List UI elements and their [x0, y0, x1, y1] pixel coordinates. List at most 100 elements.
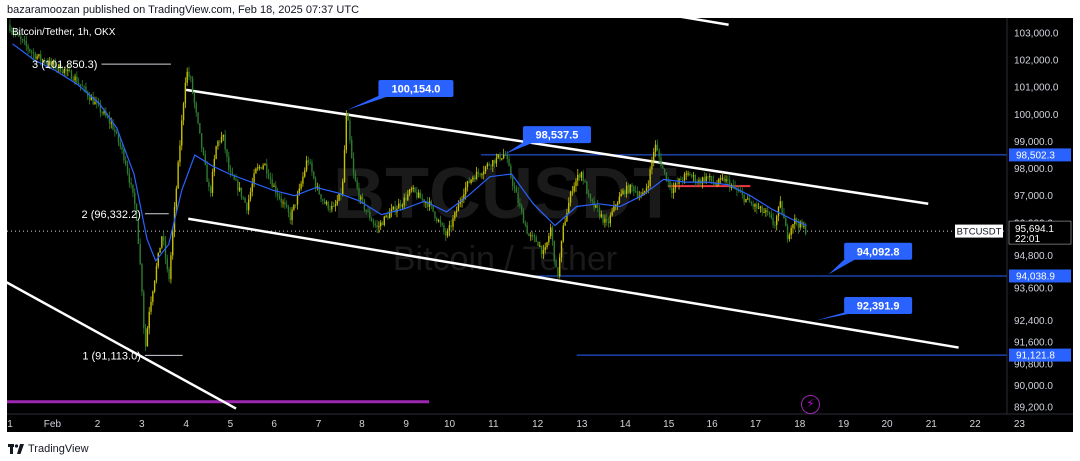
candle-body [361, 196, 364, 201]
candle-body [653, 151, 655, 161]
candle-body [405, 197, 407, 201]
candle-body [307, 160, 310, 163]
candle-body [87, 91, 89, 97]
y-tick-label: 90,800.0 [1014, 359, 1053, 370]
candle-body [497, 154, 499, 158]
candle-body [378, 226, 380, 228]
candle-body [557, 267, 559, 277]
x-tick-label: 16 [707, 419, 719, 430]
candle-body [459, 202, 461, 204]
candle-body [280, 198, 282, 203]
candle-body [705, 176, 707, 182]
x-tick-label: 19 [838, 419, 850, 430]
candle-body [568, 202, 570, 213]
candle-body [571, 191, 574, 193]
candle-body [517, 192, 519, 204]
candle-body [725, 179, 727, 182]
candle-body [490, 165, 492, 167]
y-tick-label: 93,600.0 [1014, 283, 1053, 294]
x-tick-label: 8 [359, 419, 365, 430]
candle-body [186, 71, 188, 83]
candle-body [94, 101, 96, 105]
candle-body [139, 244, 141, 265]
candle-body [804, 226, 807, 234]
y-tick-label: 92,400.0 [1014, 316, 1053, 327]
candle-body [651, 160, 653, 170]
candle-body [96, 101, 98, 103]
candle-body [188, 71, 190, 77]
channel-trendline [7, 281, 237, 410]
candle-body [220, 136, 223, 143]
candle-body [262, 165, 264, 169]
candle-body [613, 205, 615, 212]
x-tick-label: 13 [576, 419, 588, 430]
level-price-tag [1009, 269, 1071, 283]
candle-body [67, 69, 69, 72]
y-tick-label: 94,800.0 [1014, 251, 1053, 262]
level-price-tag-label: 91,121.8 [1016, 351, 1055, 362]
candle-body [772, 217, 774, 225]
candle-body [606, 218, 608, 222]
candle-body [521, 206, 523, 212]
candle-body [72, 79, 74, 81]
candle-body [159, 247, 161, 253]
candle-body [528, 233, 530, 237]
callout-pointer [815, 312, 859, 321]
x-tick-label: 21 [926, 419, 938, 430]
candle-body [114, 129, 116, 133]
x-tick-label: 5 [228, 419, 234, 430]
x-tick-label: 10 [444, 419, 456, 430]
candle-body [443, 225, 445, 232]
candle-body [123, 149, 125, 161]
candle-body [309, 162, 311, 164]
candle-body [757, 207, 760, 209]
candle-body [14, 32, 17, 34]
candle-body [734, 185, 736, 189]
candle-body [714, 183, 716, 186]
candle-body [199, 122, 201, 134]
candle-body [719, 178, 722, 180]
candle-body [542, 250, 545, 255]
candle-body [275, 185, 277, 193]
candle-body [437, 220, 440, 222]
candle-body [432, 205, 434, 212]
callout-label: 100,154.0 [391, 84, 440, 96]
candle-body [620, 193, 622, 197]
candle-body [276, 192, 279, 196]
y-tick-label: 99,000.0 [1014, 137, 1053, 148]
candle-body [228, 156, 230, 170]
candle-body [419, 192, 422, 199]
chart-area[interactable]: BTCUSDT Bitcoin / Tether 3 (101,850.3) 2 … [7, 18, 1073, 432]
x-tick-label: 7 [316, 419, 322, 430]
candle-body [343, 149, 346, 182]
candle-body [530, 235, 532, 237]
candle-body [785, 218, 787, 227]
candle-body [513, 185, 516, 189]
candle-body [455, 211, 458, 213]
candle-body [450, 225, 452, 227]
candle-body [486, 163, 489, 167]
candle-body [790, 228, 792, 235]
x-tick-label: 23 [1014, 419, 1026, 430]
candle-body [531, 235, 534, 237]
candle-body [247, 199, 250, 211]
candle-body [363, 200, 366, 210]
candle-body [582, 172, 584, 181]
flash-icon[interactable]: ⚡ [801, 395, 820, 414]
candle-body [446, 230, 449, 236]
price-chart[interactable]: BTCUSDT Bitcoin / Tether 3 (101,850.3)2 … [7, 18, 1073, 432]
y-tick-label: 97,000.0 [1014, 191, 1053, 202]
candle-body [553, 240, 555, 261]
candle-body [320, 194, 322, 200]
chart-background [7, 18, 1073, 432]
candle-body [146, 328, 149, 347]
candle-body [240, 187, 243, 198]
candle-body [389, 212, 391, 219]
candle-body [691, 175, 693, 177]
candle-body [184, 82, 187, 104]
candle-body [110, 122, 112, 124]
candle-body [537, 241, 539, 246]
level-price-tag [1009, 148, 1071, 162]
candle-body [92, 97, 94, 105]
callout-box [378, 80, 454, 98]
